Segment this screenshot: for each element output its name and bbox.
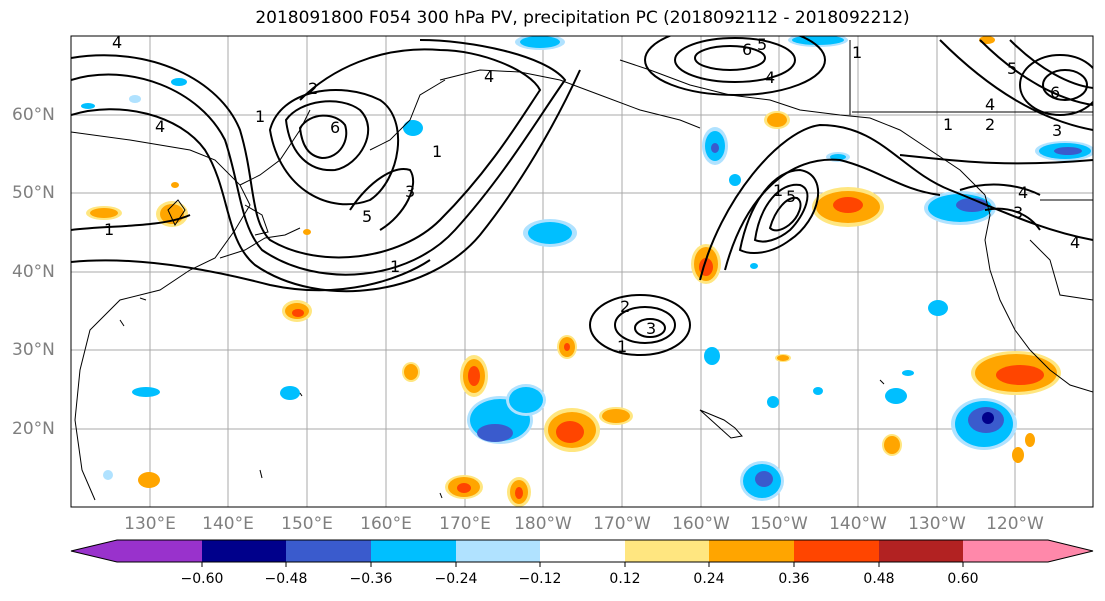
colorbar-tick-label: −0.60 [180,571,224,587]
lon-label: 130°W [908,514,966,534]
contour-label: 4 [765,68,775,87]
contour-label: 3 [405,182,415,201]
contour-label: 4 [155,117,165,136]
colorbar-tick-label: −0.36 [349,571,393,587]
graticule [71,36,1093,507]
contour-label: 5 [1007,59,1017,78]
coastlines [71,40,1093,501]
lat-label: 60°N [12,105,55,125]
colorbar-outline [70,539,1094,563]
contour-labels: 1 4 4 1 2 6 4 3 5 1 1 2 3 1 1 5 6 5 4 1 … [104,33,1080,356]
contour-label: 6 [1050,83,1060,102]
colorbar-segment [879,540,963,562]
contour-label: 4 [1070,233,1080,252]
contour-label: 1 [432,142,442,161]
contour-label: 4 [1018,183,1028,202]
lat-label: 40°N [12,262,55,282]
contour-label: 1 [943,115,953,134]
contour-label: 1 [390,257,400,276]
colorbar-segment [456,540,540,562]
lon-label: 160°E [360,514,412,534]
contour-label: 4 [484,67,494,86]
contour-label: 2 [985,115,995,134]
contour-label: 3 [646,319,656,338]
map-title: 2018091800 F054 300 hPa PV, precipitatio… [255,8,910,28]
map-frame [70,35,1094,508]
contour-label: 1 [773,181,783,200]
contour-label: 5 [757,35,767,54]
colorbar-tick-label: 0.48 [863,571,895,587]
contour-label: 3 [1052,121,1062,140]
contour-label: 4 [985,95,995,114]
colorbar-tick-label: 0.12 [609,571,641,587]
lon-label: 140°W [829,514,887,534]
lon-label: 120°W [986,514,1044,534]
lon-label: 150°E [281,514,333,534]
lat-label: 50°N [12,183,55,203]
contour-label: 6 [742,40,752,59]
contour-label: 6 [330,118,340,137]
contour-label: 4 [112,33,122,52]
colorbar-max-extension [1048,540,1093,562]
colorbar-segment [286,540,371,562]
pv-contours [71,36,1093,356]
colorbar [70,539,1094,567]
contour-label: 2 [620,297,630,316]
lon-label: 180°W [514,514,572,534]
contour-label: 5 [786,187,796,206]
precipitation-shading [81,36,1093,507]
lon-label: 140°E [202,514,254,534]
lon-label: 170°E [439,514,491,534]
contour-label: 1 [104,220,114,239]
lat-label: 30°N [12,340,55,360]
contour-label: 1 [255,107,265,126]
lon-label: 170°W [593,514,651,534]
lat-label: 20°N [12,419,55,439]
lon-label: 150°W [750,514,808,534]
colorbar-tick-label: −0.12 [518,571,562,587]
colorbar-tick-label: 0.24 [693,571,725,587]
lon-label: 130°E [124,514,176,534]
colorbar-tick-label: 0.60 [947,571,979,587]
colorbar-segment [625,540,709,562]
contour-label: 1 [617,337,627,356]
colorbar-segment [117,540,202,562]
colorbar-tick-label: −0.24 [434,571,478,587]
colorbar-segment [540,540,625,562]
colorbar-segment [963,540,1048,562]
colorbar-segment [371,540,456,562]
contour-label: 1 [852,43,862,62]
colorbar-tick-label: −0.48 [264,571,308,587]
contour-label: 3 [1013,203,1023,222]
contour-label: 5 [362,207,372,226]
colorbar-segment [709,540,794,562]
colorbar-segment [794,540,879,562]
colorbar-segment [202,540,286,562]
colorbar-tick-label: 0.36 [778,571,810,587]
colorbar-min-extension [71,540,117,562]
lon-label: 160°W [672,514,730,534]
contour-label: 2 [308,79,318,98]
